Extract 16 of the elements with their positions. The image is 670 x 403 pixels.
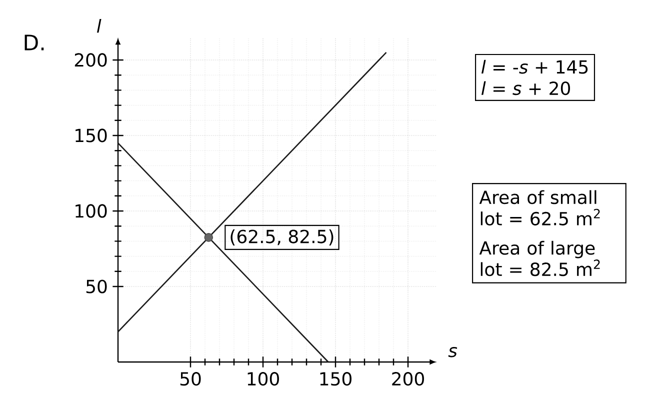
y-tick-label: 150 bbox=[76, 128, 107, 142]
text: Area of small lot = 62.5 m$^{2}$ bbox=[479, 190, 600, 226]
x-tick-label: 150 bbox=[320, 372, 352, 386]
text: l = s + 20 bbox=[482, 81, 570, 96]
annotation: (62.5, 82.5) bbox=[230, 229, 334, 246]
x-tick-label: 100 bbox=[248, 372, 279, 386]
y-axis-title: l bbox=[96, 18, 102, 33]
x-axis-title: s bbox=[448, 346, 458, 358]
y-tick-label: 100 bbox=[76, 204, 107, 218]
x-tick-label: 200 bbox=[392, 372, 424, 386]
text: l = -s + 145 bbox=[482, 60, 588, 74]
text: Area of large lot = 82.5 m$^{2}$ bbox=[479, 240, 600, 276]
y-tick-label: 200 bbox=[74, 53, 107, 67]
text: D. bbox=[24, 34, 44, 50]
x-tick-label: 50 bbox=[180, 372, 201, 386]
y-tick-label: 50 bbox=[86, 280, 107, 294]
